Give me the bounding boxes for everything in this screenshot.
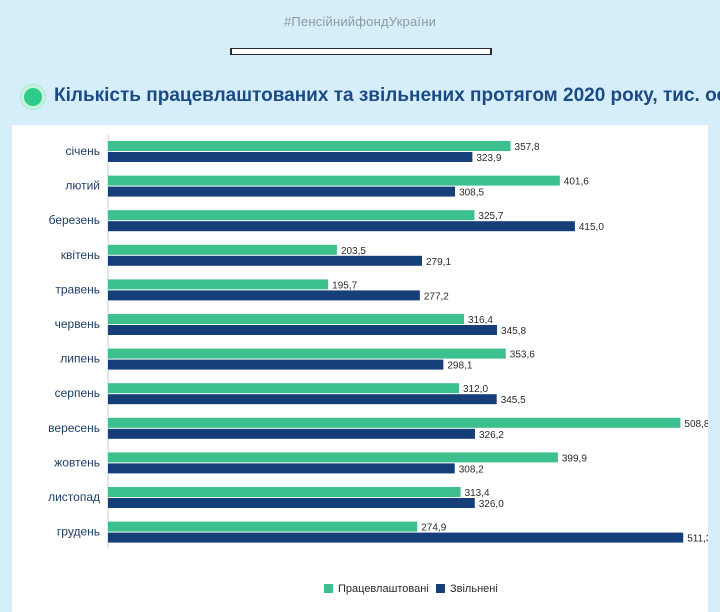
employed-bar — [108, 452, 558, 463]
category-label: грудень — [57, 525, 100, 539]
value-label: 308,2 — [459, 464, 484, 475]
dismissed-bar — [108, 255, 422, 266]
value-label: 279,1 — [426, 257, 451, 268]
category-label: жовтень — [54, 455, 100, 469]
employed-bar — [108, 141, 511, 151]
value-label: 357,8 — [515, 142, 540, 153]
chart-panel: січень 357,8 323,9 лютий 401,6 308,5 березень 3… — [12, 125, 708, 612]
employed-bar — [108, 210, 475, 221]
employed-bar — [108, 417, 681, 428]
category-label: червень — [55, 317, 100, 331]
value-label: 313,4 — [465, 488, 490, 499]
dismissed-bar — [108, 359, 444, 370]
value-label: 277,2 — [424, 291, 449, 302]
category-label: листопад — [48, 490, 100, 504]
value-label: 511,3 — [687, 534, 708, 545]
employed-bar — [108, 314, 464, 324]
employed-bar — [108, 244, 337, 255]
bar-chart: січень 357,8 323,9 лютий 401,6 308,5 березень 3… — [48, 135, 708, 595]
value-label: 325,7 — [478, 211, 503, 222]
category-label: серпень — [55, 386, 100, 400]
value-label: 274,9 — [421, 523, 446, 534]
dismissed-bar — [108, 532, 684, 543]
category-label: січень — [66, 144, 100, 158]
value-label: 323,9 — [476, 153, 501, 164]
value-label: 415,0 — [579, 222, 604, 233]
value-label: 345,8 — [501, 326, 526, 337]
category-label: березень — [49, 213, 100, 227]
dismissed-bar — [108, 325, 498, 335]
value-label: 203,5 — [341, 246, 366, 257]
value-label: 508,8 — [684, 419, 708, 430]
value-label: 345,5 — [501, 395, 526, 406]
chart-header: Кількість працевлаштованих та звільнених… — [0, 84, 720, 114]
value-label: 308,5 — [459, 188, 484, 199]
hashtag-label: #ПенсійнийфондУкраїни — [283, 14, 437, 29]
category-label: липень — [60, 352, 100, 366]
legend-swatch-dismissed — [436, 584, 445, 593]
dismissed-bar — [108, 186, 456, 197]
dismissed-bar — [108, 221, 575, 232]
employed-bar — [108, 487, 461, 497]
dismissed-bar — [108, 463, 455, 474]
dismissed-bar — [108, 394, 497, 405]
legend-label-employed: Працевлаштовані — [338, 583, 429, 595]
category-label: вересень — [48, 421, 100, 435]
legend-label-dismissed: Звільнені — [450, 583, 498, 595]
frame-line — [230, 48, 492, 55]
employed-bar — [108, 279, 329, 290]
decorative-frame — [230, 40, 492, 62]
value-label: 399,9 — [562, 453, 587, 464]
category-label: лютий — [65, 179, 100, 193]
employed-bar — [108, 521, 418, 532]
bullet-dot-icon — [24, 88, 42, 106]
employed-bar — [108, 383, 459, 394]
value-label: 326,2 — [479, 430, 504, 441]
value-label: 298,1 — [447, 361, 472, 372]
value-label: 353,6 — [510, 350, 535, 361]
value-label: 195,7 — [332, 280, 357, 291]
dismissed-bar — [108, 428, 475, 439]
dismissed-bar — [108, 152, 473, 162]
dismissed-bar — [108, 498, 475, 508]
category-label: травень — [55, 282, 100, 296]
value-label: 312,0 — [463, 384, 488, 395]
chart-title: Кількість працевлаштованих та звільнених… — [54, 85, 720, 106]
employed-bar — [108, 348, 506, 359]
category-label: квітень — [61, 248, 100, 262]
employed-bar — [108, 175, 560, 186]
value-label: 401,6 — [564, 177, 589, 188]
dismissed-bar — [108, 290, 420, 301]
value-label: 326,0 — [479, 499, 504, 510]
legend-swatch-employed — [324, 584, 333, 593]
value-label: 316,4 — [468, 315, 493, 326]
